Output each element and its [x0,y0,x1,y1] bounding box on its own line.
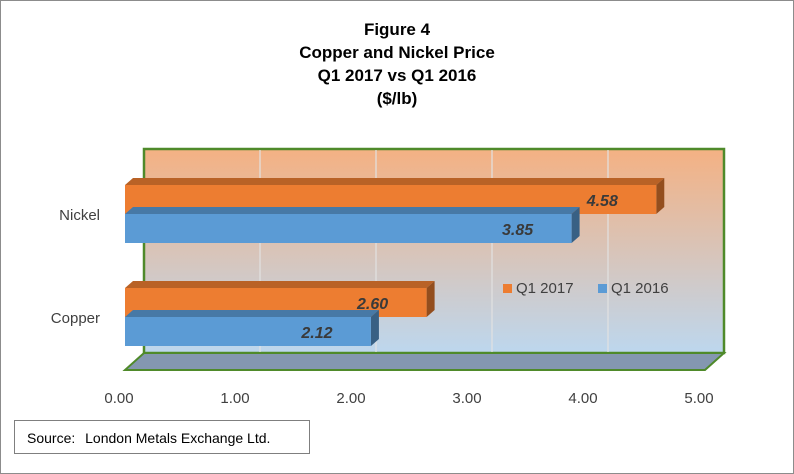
bar-side-face [426,281,435,317]
chart-title: Figure 4 Copper and Nickel Price Q1 2017… [0,18,794,110]
bar-side-face [656,178,665,214]
chart-title-line-2: Copper and Nickel Price [299,43,495,62]
source-box: Source: London Metals Exchange Ltd. [14,420,310,454]
x-tick-label: 0.00 [104,390,133,407]
legend-label: Q1 2016 [611,280,669,297]
chart-title-line-4: ($/lb) [376,89,418,108]
bar-side-face [370,310,379,346]
bar-q1-2016-copper [125,317,371,346]
data-label: 3.85 [502,222,534,239]
legend-swatch [598,284,607,293]
source-text: London Metals Exchange Ltd. [85,430,271,446]
x-tick-label: 5.00 [684,390,713,407]
bar-top-face [125,281,435,288]
source-label: Source: [27,430,76,446]
category-label: Copper [51,310,100,327]
x-tick-label: 2.00 [336,390,365,407]
data-label: 2.60 [356,296,388,313]
legend-label: Q1 2017 [516,280,574,297]
chart-title-line-1: Figure 4 [363,20,431,39]
legend-swatch [503,284,512,293]
x-tick-label: 3.00 [452,390,481,407]
bar-top-face [125,178,665,185]
bar-top-face [125,207,580,214]
data-label: 4.58 [586,193,618,210]
x-tick-label: 1.00 [220,390,249,407]
chart-title-line-3: Q1 2017 vs Q1 2016 [317,66,477,85]
bar-q1-2016-nickel [125,214,572,243]
category-label: Nickel [59,207,100,224]
x-tick-label: 4.00 [568,390,597,407]
plot-floor [122,352,727,371]
bar-side-face [571,207,580,243]
data-label: 2.12 [300,325,332,342]
bar-top-face [125,310,379,317]
